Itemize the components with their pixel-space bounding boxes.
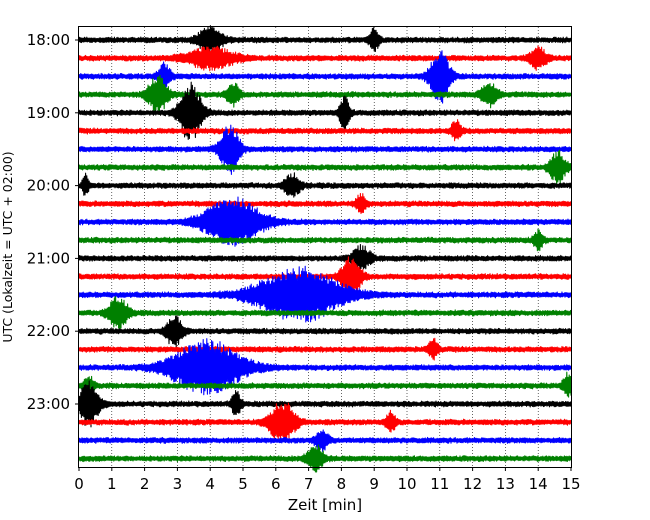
- x-tick-label: 6: [271, 475, 281, 493]
- trace-row-2200: [78, 315, 572, 348]
- x-tick-label: 10: [397, 475, 416, 493]
- trace-row-1845: [78, 74, 572, 115]
- x-tick-label: 15: [561, 475, 580, 493]
- trace-row-2345: [78, 444, 572, 473]
- x-tick-label: 2: [140, 475, 150, 493]
- trace-row-2230: [78, 338, 572, 396]
- trace-row-2145: [78, 296, 572, 331]
- x-tick-label: 5: [238, 475, 248, 493]
- trace-row-2215: [78, 337, 572, 361]
- trace-row-1915: [78, 119, 572, 142]
- trace-row-2015: [78, 192, 572, 215]
- x-tick-label: 12: [463, 475, 482, 493]
- y-axis-label: UTC (Lokalzeit = UTC + 02:00): [0, 151, 15, 342]
- trace-row-2330: [78, 429, 572, 453]
- trace-row-2045: [78, 228, 572, 252]
- x-tick-label: 3: [173, 475, 183, 493]
- y-tick-label: 18:00: [27, 31, 70, 49]
- trace-row-1800: [78, 25, 572, 53]
- trace-row-1830: [78, 50, 572, 104]
- trace-row-2315: [78, 402, 572, 442]
- y-tick-label: 19:00: [27, 104, 70, 122]
- x-tick-label: 8: [337, 475, 347, 493]
- x-tick-label: 13: [496, 475, 515, 493]
- x-tick-label: 4: [205, 475, 215, 493]
- x-tick-label: 11: [430, 475, 449, 493]
- trace-row-1900: [78, 81, 572, 140]
- trace-row-1945: [78, 149, 572, 185]
- y-tick-label: 20:00: [27, 177, 70, 195]
- x-tick-label: 1: [107, 475, 117, 493]
- x-axis-ticks: 0 1 2 3 4 5 6 7 8 9 10 11 12 13 14 15: [74, 467, 581, 493]
- x-axis-label: Zeit [min]: [288, 496, 362, 514]
- trace-row-1930: [78, 124, 572, 175]
- trace-row-2115: [78, 256, 572, 294]
- x-tick-label: 9: [369, 475, 379, 493]
- trace-row-2245: [78, 371, 572, 399]
- x-tick-label: 0: [74, 475, 84, 493]
- trace-row-2100: [78, 244, 572, 273]
- y-tick-label: 23:00: [27, 395, 70, 413]
- trace-row-2030: [78, 196, 572, 247]
- trace-row-1815: [78, 45, 572, 72]
- trace-row-2300: [78, 380, 572, 428]
- y-tick-label: 21:00: [27, 249, 70, 267]
- x-tick-label: 7: [304, 475, 314, 493]
- x-tick-label: 14: [529, 475, 548, 493]
- trace-row-2000: [78, 172, 572, 198]
- y-tick-label: 22:00: [27, 322, 70, 340]
- trace-rows: [78, 25, 572, 473]
- y-axis-ticks: 18:00 19:00 20:00 21:00 22:00 23:00: [27, 31, 79, 413]
- plot-frame: [78, 26, 572, 468]
